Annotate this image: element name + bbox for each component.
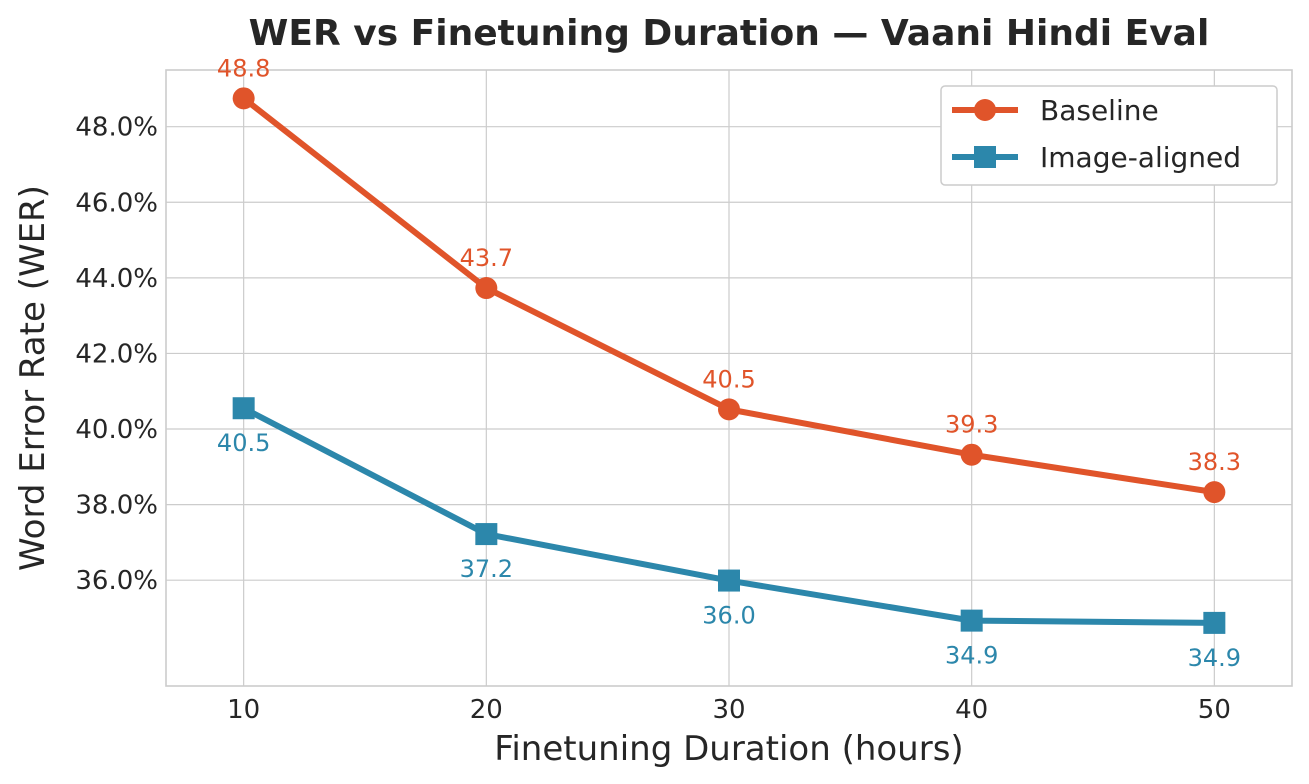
baseline-point (475, 277, 498, 300)
baseline-point (232, 87, 255, 110)
legend-entry-image-aligned: Image-aligned (952, 141, 1241, 174)
image-aligned-data-label: 40.5 (217, 429, 270, 457)
baseline-data-label: 48.8 (217, 54, 270, 82)
series (232, 87, 1226, 634)
legend-label-baseline: Baseline (1040, 94, 1159, 127)
image-aligned-point (960, 609, 983, 632)
baseline-point (960, 443, 983, 466)
plot-frame (165, 69, 1293, 687)
y-tick-label: 42.0% (75, 339, 158, 369)
series-image-aligned (232, 397, 1226, 634)
y-tick-label: 48.0% (75, 113, 158, 143)
series-baseline (232, 87, 1226, 504)
data-labels: 48.8 43.7 40.5 39.3 38.3 40.5 37.2 36.0 34.9 34.9 (217, 54, 1241, 672)
baseline-data-label: 43.7 (460, 244, 513, 272)
legend-box (940, 85, 1278, 186)
image-aligned-point (475, 523, 498, 546)
image-aligned-point (232, 397, 255, 420)
chart-title: WER vs Finetuning Duration — Vaani Hindi… (249, 13, 1210, 54)
x-tick-label: 10 (227, 695, 260, 725)
image-aligned-data-label: 36.0 (702, 602, 755, 630)
baseline-data-label: 39.3 (945, 411, 998, 439)
x-axis-label: Finetuning Duration (hours) (494, 729, 963, 769)
y-tick-label: 36.0% (75, 566, 158, 596)
legend-marker-image-aligned (974, 146, 996, 168)
x-tick-label: 30 (712, 695, 745, 725)
legend-entry-baseline: Baseline (952, 94, 1159, 127)
image-aligned-data-label: 37.2 (460, 555, 513, 583)
y-tick-label: 40.0% (75, 415, 158, 445)
baseline-point (718, 398, 740, 421)
tick-labels: 10 20 30 40 50 36.0% 38.0% 40.0% 42.0% 44.0% 46.0%… (75, 113, 1231, 725)
image-aligned-point (1203, 611, 1226, 634)
image-aligned-data-label: 34.9 (945, 642, 998, 670)
y-tick-label: 44.0% (75, 264, 158, 294)
image-aligned-point (718, 569, 740, 592)
image-aligned-data-label: 34.9 (1188, 644, 1241, 672)
legend: Baseline Image-aligned (940, 85, 1278, 186)
x-tick-label: 20 (470, 695, 503, 725)
baseline-point (1203, 481, 1226, 504)
legend-label-image-aligned: Image-aligned (1040, 141, 1241, 174)
legend-marker-baseline (974, 99, 996, 121)
y-axis-label: Word Error Rate (WER) (13, 185, 53, 571)
x-tick-label: 50 (1198, 695, 1231, 725)
baseline-data-label: 38.3 (1188, 448, 1241, 476)
y-tick-label: 46.0% (75, 188, 158, 218)
baseline-data-label: 40.5 (702, 365, 755, 393)
y-tick-label: 38.0% (75, 491, 158, 521)
x-tick-label: 40 (955, 695, 988, 725)
